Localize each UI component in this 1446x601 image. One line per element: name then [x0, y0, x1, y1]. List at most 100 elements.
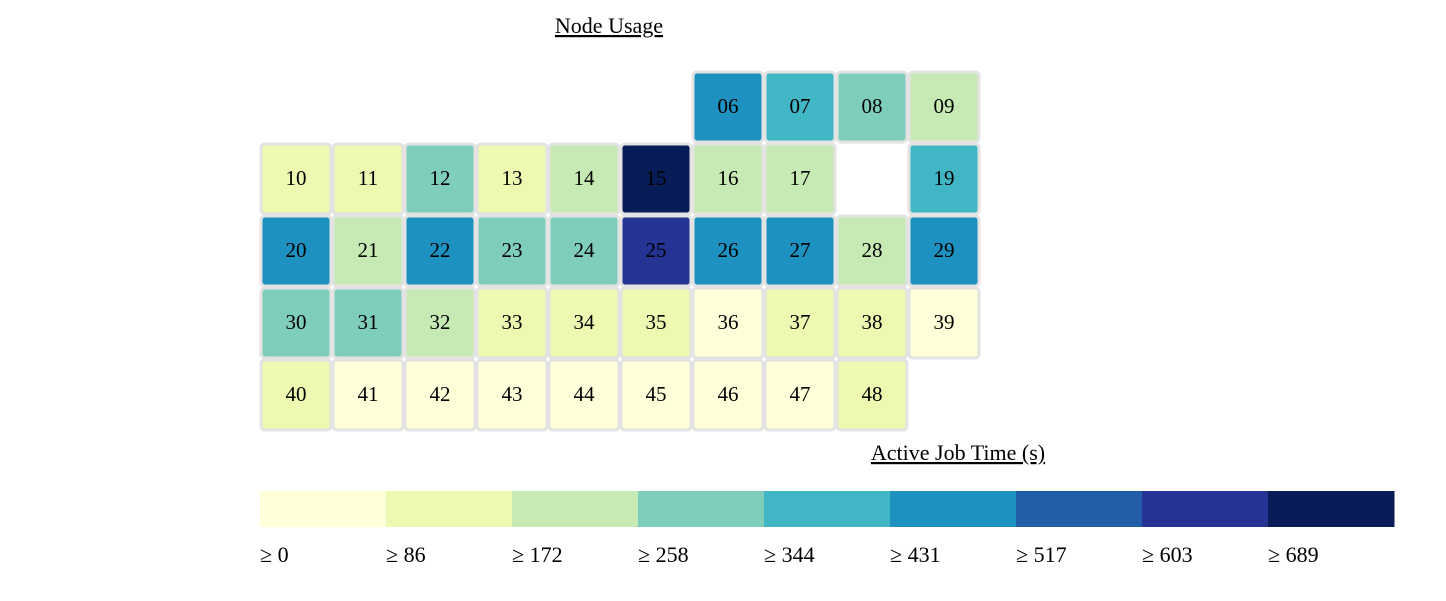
node-cell-rect — [691, 142, 765, 216]
node-cell-43: 43 — [475, 358, 549, 432]
node-cell-48: 48 — [835, 358, 909, 432]
node-label: 24 — [574, 238, 596, 262]
node-label: 20 — [286, 238, 307, 262]
node-label: 11 — [358, 166, 378, 190]
node-label: 10 — [286, 166, 307, 190]
node-cell-34: 34 — [547, 286, 621, 360]
node-cell-rect — [763, 214, 837, 288]
node-label: 14 — [574, 166, 596, 190]
node-label: 33 — [502, 310, 523, 334]
node-cell-40: 40 — [259, 358, 333, 432]
node-cell-24: 24 — [547, 214, 621, 288]
node-cell-27: 27 — [763, 214, 837, 288]
legend-swatch — [1268, 491, 1395, 527]
color-legend: ≥ 0 ≥ 86 ≥ 172 ≥ 258 ≥ 344 ≥ 431 ≥ 517 ≥ 603 ≥ 6… — [260, 491, 1395, 567]
node-cell-rect — [763, 286, 837, 360]
node-cell-rect — [691, 214, 765, 288]
node-cell-rect — [691, 70, 765, 144]
node-label: 45 — [646, 382, 667, 406]
node-label: 42 — [430, 382, 451, 406]
node-label: 15 — [646, 166, 667, 190]
node-label: 21 — [358, 238, 379, 262]
node-cell-rect — [259, 214, 333, 288]
node-cell-47: 47 — [763, 358, 837, 432]
legend-label: ≥ 689 — [1268, 542, 1319, 567]
legend-swatch — [386, 491, 513, 527]
node-cell-15: 15 — [619, 142, 693, 216]
node-cell-30: 30 — [259, 286, 333, 360]
legend-label: ≥ 431 — [890, 542, 941, 567]
node-label: 38 — [862, 310, 883, 334]
node-label: 29 — [934, 238, 955, 262]
node-label: 40 — [286, 382, 307, 406]
node-cell-36: 36 — [691, 286, 765, 360]
node-cell-rect — [403, 142, 477, 216]
node-cell-06: 06 — [691, 70, 765, 144]
node-cell-rect — [835, 286, 909, 360]
node-label: 35 — [646, 310, 667, 334]
node-cell-rect — [619, 286, 693, 360]
node-cell-rect — [619, 142, 693, 216]
node-cell-rect — [835, 214, 909, 288]
node-cell-22: 22 — [403, 214, 477, 288]
node-cell-16: 16 — [691, 142, 765, 216]
node-label: 07 — [790, 94, 811, 118]
node-cell-46: 46 — [691, 358, 765, 432]
node-cell-33: 33 — [475, 286, 549, 360]
node-label: 48 — [862, 382, 883, 406]
node-cell-13: 13 — [475, 142, 549, 216]
node-label: 19 — [934, 166, 955, 190]
node-cell-rect — [907, 142, 981, 216]
node-cell-17: 17 — [763, 142, 837, 216]
node-cell-rect — [763, 70, 837, 144]
node-cell-09: 09 — [907, 70, 981, 144]
legend-swatch — [890, 491, 1017, 527]
node-cell-07: 07 — [763, 70, 837, 144]
node-label: 28 — [862, 238, 883, 262]
legend-swatch — [1142, 491, 1269, 527]
legend-label: ≥ 86 — [386, 542, 426, 567]
node-label: 12 — [430, 166, 451, 190]
node-cell-29: 29 — [907, 214, 981, 288]
legend-swatch — [1016, 491, 1143, 527]
node-cell-rect — [547, 286, 621, 360]
node-cell-23: 23 — [475, 214, 549, 288]
node-label: 31 — [358, 310, 379, 334]
node-cell-rect — [259, 358, 333, 432]
node-label: 36 — [718, 310, 739, 334]
node-cell-rect — [763, 142, 837, 216]
legend-swatch — [638, 491, 765, 527]
node-cell-rect — [907, 286, 981, 360]
legend-label: ≥ 603 — [1142, 542, 1193, 567]
node-label: 16 — [718, 166, 739, 190]
legend-swatch — [764, 491, 891, 527]
node-cell-rect — [619, 214, 693, 288]
node-cell-rect — [259, 142, 333, 216]
node-label: 47 — [790, 382, 811, 406]
node-cell-rect — [331, 142, 405, 216]
node-cell-rect — [475, 214, 549, 288]
node-cell-21: 21 — [331, 214, 405, 288]
node-cell-rect — [835, 70, 909, 144]
legend-label: ≥ 344 — [764, 542, 815, 567]
legend-label: ≥ 0 — [260, 542, 289, 567]
node-cell-12: 12 — [403, 142, 477, 216]
node-cell-39: 39 — [907, 286, 981, 360]
node-label: 25 — [646, 238, 667, 262]
node-label: 30 — [286, 310, 307, 334]
node-cell-rect — [547, 358, 621, 432]
legend-label: ≥ 172 — [512, 542, 563, 567]
node-cell-45: 45 — [619, 358, 693, 432]
node-label: 06 — [718, 94, 739, 118]
node-label: 44 — [574, 382, 596, 406]
node-cell-rect — [331, 214, 405, 288]
node-cell-rect — [547, 142, 621, 216]
node-cell-41: 41 — [331, 358, 405, 432]
node-label: 32 — [430, 310, 451, 334]
node-grid: 06 07 08 09 10 11 12 13 14 15 16 17 19 20 21 22 23 24 25 26… — [259, 70, 981, 432]
node-cell-rect — [475, 358, 549, 432]
node-cell-31: 31 — [331, 286, 405, 360]
node-cell-rect — [835, 358, 909, 432]
node-cell-28: 28 — [835, 214, 909, 288]
